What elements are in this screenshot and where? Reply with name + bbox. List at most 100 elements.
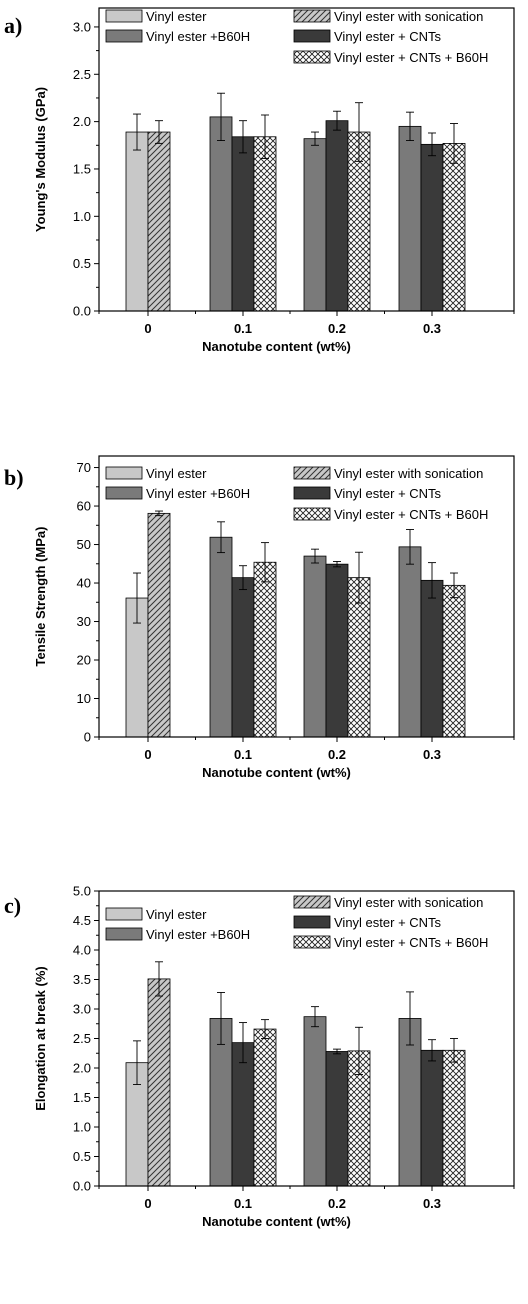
bar: [398, 546, 422, 738]
panel-label: b): [4, 465, 24, 490]
bar: [420, 143, 444, 312]
y-tick-label: 1.0: [73, 209, 91, 224]
chart-panel-2: b) 0 10 20 30 40 50 60 70 0 0.1 0.2 0.3 Nanotube cont…: [4, 455, 515, 780]
bar: [147, 978, 171, 1187]
y-axis-title: Young's Modulus (GPa): [33, 87, 48, 232]
y-tick-label: 0.5: [73, 256, 91, 271]
legend-swatch: [293, 50, 331, 64]
bar: [147, 131, 171, 312]
bar: [125, 131, 149, 312]
bar: [209, 116, 233, 312]
bar: [442, 1049, 466, 1187]
y-tick-label: 30: [77, 614, 91, 629]
y-axis-title: Elongation at break (%): [33, 966, 48, 1110]
y-tick-label: 1.5: [73, 1090, 91, 1105]
legend-label: Vinyl ester + CNTs: [334, 915, 442, 930]
chart-panel-3: c) 0.0 0.5 1.0 1.5 2.0 2.5 3.0 3.5 4.0 4.5 5.0 0 0.1 0…: [4, 884, 515, 1229]
plot-frame: [98, 7, 515, 312]
y-tick-label: 3.0: [73, 19, 91, 34]
y-tick-label: 4.0: [73, 943, 91, 958]
bar: [147, 512, 171, 738]
legend-label: Vinyl ester with sonication: [334, 466, 483, 481]
x-axis-title: Nanotube content (wt%): [202, 765, 351, 780]
x-tick-label: 0: [144, 747, 151, 762]
y-tick-label: 2.0: [73, 1061, 91, 1076]
bar: [325, 563, 349, 738]
legend-swatch: [105, 927, 143, 941]
legend-swatch: [293, 466, 331, 480]
legend-swatch: [293, 29, 331, 43]
y-tick-label: 10: [77, 691, 91, 706]
legend-label: Vinyl ester + CNTs: [334, 29, 442, 44]
legend-label: Vinyl ester with sonication: [334, 9, 483, 24]
bar: [253, 561, 277, 738]
x-axis-title: Nanotube content (wt%): [202, 339, 351, 354]
y-tick-label: 2.0: [73, 114, 91, 129]
x-tick-label: 0.2: [328, 321, 346, 336]
legend-swatch: [293, 915, 331, 929]
y-tick-label: 70: [77, 460, 91, 475]
bar: [231, 136, 255, 312]
legend-label: Vinyl ester + CNTs: [334, 486, 442, 501]
bar: [303, 1016, 327, 1187]
legend-swatch: [105, 9, 143, 23]
bar: [231, 577, 255, 738]
y-tick-label: 0.5: [73, 1149, 91, 1164]
legend-swatch: [293, 895, 331, 909]
bar: [303, 555, 327, 738]
y-axis-title: Tensile Strength (MPa): [33, 527, 48, 667]
panel-label: a): [4, 13, 22, 38]
bar: [325, 1051, 349, 1187]
legend-label: Vinyl ester +B60H: [146, 927, 250, 942]
panel-label: c): [4, 893, 21, 918]
bar: [325, 120, 349, 312]
legend-label: Vinyl ester +B60H: [146, 486, 250, 501]
bar: [420, 579, 444, 738]
y-tick-label: 0.0: [73, 304, 91, 319]
bar: [398, 125, 422, 312]
legend-label: Vinyl ester: [146, 9, 207, 24]
y-tick-label: 20: [77, 653, 91, 668]
y-tick-label: 3.0: [73, 1002, 91, 1017]
y-tick-label: 2.5: [73, 67, 91, 82]
y-tick-label: 5.0: [73, 884, 91, 899]
legend-label: Vinyl ester + CNTs + B60H: [334, 507, 488, 522]
y-tick-label: 0.0: [73, 1179, 91, 1194]
y-tick-label: 60: [77, 499, 91, 514]
bar: [420, 1049, 444, 1187]
legend-swatch: [293, 935, 331, 949]
bar: [231, 1042, 255, 1187]
y-tick-label: 3.5: [73, 972, 91, 987]
legend-label: Vinyl ester + CNTs + B60H: [334, 935, 488, 950]
legend-swatch: [105, 907, 143, 921]
bar: [209, 536, 233, 738]
x-tick-label: 0.3: [423, 747, 441, 762]
x-axis-title: Nanotube content (wt%): [202, 1214, 351, 1229]
bar: [253, 136, 277, 312]
legend-label: Vinyl ester: [146, 466, 207, 481]
x-tick-label: 0.1: [234, 321, 252, 336]
bar: [442, 143, 466, 312]
legend-label: Vinyl ester +B60H: [146, 29, 250, 44]
legend-label: Vinyl ester with sonication: [334, 895, 483, 910]
y-tick-label: 1.0: [73, 1120, 91, 1135]
legend-label: Vinyl ester: [146, 907, 207, 922]
legend-swatch: [293, 9, 331, 23]
x-tick-label: 0: [144, 1196, 151, 1211]
legend-swatch: [293, 507, 331, 521]
x-tick-label: 0.1: [234, 1196, 252, 1211]
y-tick-label: 4.5: [73, 913, 91, 928]
x-tick-label: 0.1: [234, 747, 252, 762]
x-tick-label: 0: [144, 321, 151, 336]
legend-swatch: [105, 486, 143, 500]
y-tick-label: 40: [77, 576, 91, 591]
x-tick-label: 0.2: [328, 747, 346, 762]
bar: [442, 584, 466, 738]
chart-panel-1: a) 0.0 0.5 1.0 1.5 2.0 2.5 3.0 0 0.1 0.2 0.3 Nanotub…: [4, 7, 515, 354]
bar: [253, 1028, 277, 1187]
plot-frame: [98, 455, 515, 738]
y-tick-label: 1.5: [73, 161, 91, 176]
x-tick-label: 0.3: [423, 321, 441, 336]
y-tick-label: 0: [84, 730, 91, 745]
